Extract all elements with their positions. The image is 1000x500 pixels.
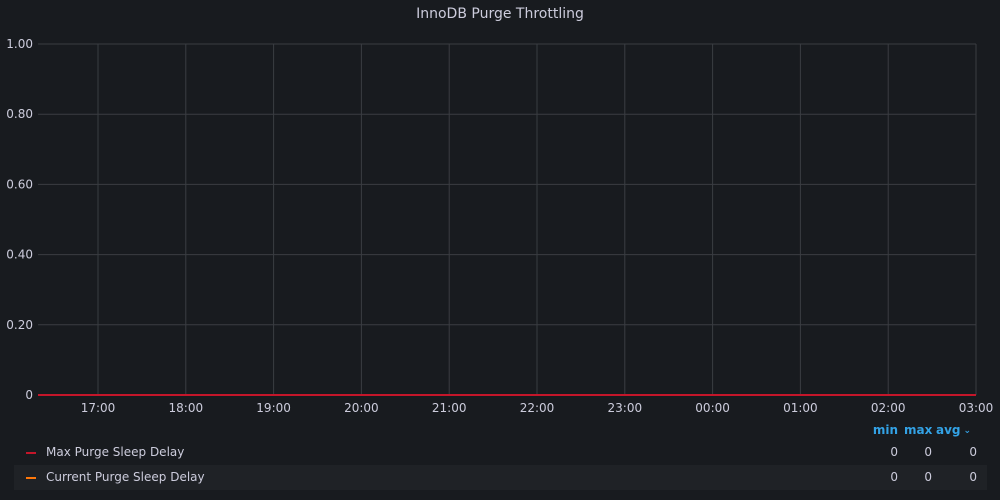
legend-header: min max avg ⌄ [14,422,987,440]
legend-col-max[interactable]: max [904,423,933,437]
legend-col-avg: avg [936,423,961,437]
legend-col-min[interactable]: min [872,423,898,437]
y-tick-label: 1.00 [6,37,33,51]
legend-row-current-purge-sleep-delay[interactable]: Current Purge Sleep Delay 0 0 0 [14,465,987,490]
legend-value-avg: 0 [969,445,977,459]
x-tick-label: 20:00 [344,401,379,415]
legend-value-max: 0 [924,470,932,484]
x-tick-label: 22:00 [520,401,555,415]
legend-value-min: 0 [890,445,898,459]
y-tick-label: 0 [25,388,33,402]
chart-area[interactable]: 0 0.20 0.40 0.60 0.80 1.00 17:00 18:00 19:00 20:0… [0,0,1000,420]
x-tick-label: 03:00 [959,401,994,415]
legend: min max avg ⌄ Max Purge Sleep Delay 0 0 0… [14,422,987,490]
x-tick-label: 18:00 [169,401,204,415]
panel-title[interactable]: InnoDB Purge Throttling [416,6,584,22]
legend-value-max: 0 [924,445,932,459]
x-tick-label: 23:00 [608,401,643,415]
legend-series-name[interactable]: Max Purge Sleep Delay [46,445,185,459]
x-tick-label: 17:00 [81,401,116,415]
x-tick-label: 02:00 [871,401,906,415]
y-tick-label: 0.60 [6,177,33,191]
legend-series-name[interactable]: Current Purge Sleep Delay [46,470,205,484]
legend-col-avg-wrapper[interactable]: avg ⌄ [936,423,976,437]
x-tick-label: 01:00 [783,401,818,415]
y-tick-label: 0.20 [6,318,33,332]
legend-row-max-purge-sleep-delay[interactable]: Max Purge Sleep Delay 0 0 0 [14,440,987,465]
x-tick-label: 21:00 [432,401,467,415]
y-tick-label: 0.40 [6,248,33,262]
series-color-swatch[interactable] [26,477,36,479]
chevron-down-icon: ⌄ [963,426,972,436]
legend-value-min: 0 [890,470,898,484]
y-tick-label: 0.80 [6,107,33,121]
legend-value-avg: 0 [969,470,977,484]
series-color-swatch[interactable] [26,452,36,454]
x-tick-label: 19:00 [256,401,291,415]
x-tick-label: 00:00 [695,401,730,415]
